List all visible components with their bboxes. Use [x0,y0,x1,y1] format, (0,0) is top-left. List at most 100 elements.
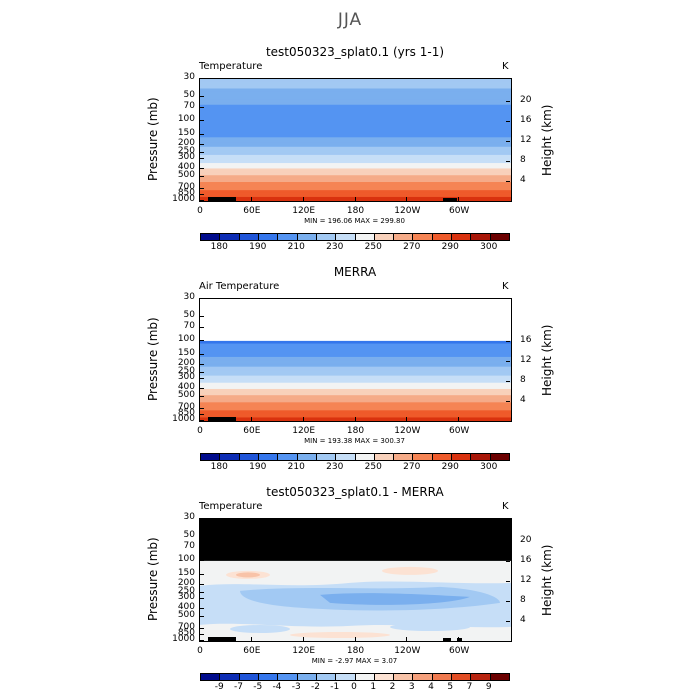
contour-band [200,380,511,383]
pressure-tick-mark [200,298,204,299]
variable-label: Air Temperature [199,281,280,292]
contour-band [200,368,511,370]
longitude-tick-label: 0 [197,426,203,436]
pressure-tick-mark [200,608,204,610]
pressure-tick-mark [200,133,204,135]
plot-area [199,518,512,642]
contour-band [236,572,260,578]
pressure-tick-label: 300 [177,152,195,163]
longitude-tick-mark [250,197,252,201]
contour-band [200,161,511,164]
height-tick-mark [506,380,510,382]
contour-band [200,149,511,152]
contour-band [320,593,470,605]
contour-band [200,154,511,157]
contour-band [200,396,511,399]
contour-band [200,367,511,370]
colorbar-label: 9 [485,682,492,692]
height-tick-mark [506,541,510,543]
contour-band [200,362,511,364]
contour-band [200,192,511,195]
longitude-tick-label: 120W [394,426,421,436]
colorbar-swatch [452,674,472,680]
contour-band [200,142,511,145]
pressure-tick-mark [200,518,204,519]
contour-band [200,157,511,160]
pressure-tick-mark [200,420,204,421]
colorbar-swatch [258,674,279,680]
height-tick-mark [506,120,510,122]
longitude-tick-label: 120E [292,426,316,436]
contour-band [200,108,511,111]
height-tick-mark [506,140,510,142]
plot-area [199,298,512,422]
contour-band [200,402,511,404]
contour-band [200,411,511,413]
longitude-tick-mark [199,637,200,641]
pressure-tick-label: 850 [177,188,195,199]
colorbar-swatch [316,674,337,680]
contour-band [200,388,511,391]
colorbar-swatch [432,454,453,460]
contour-band [200,156,511,159]
height-tick-mark [506,360,510,362]
contour-band [200,404,511,406]
contour-band [200,401,511,403]
colorbar-swatch [201,454,221,460]
colorbar-swatch [394,454,414,460]
colorbar-swatch [355,454,375,460]
contour-band [200,405,511,408]
contour-band [200,99,511,102]
pressure-tick-mark [200,151,204,153]
pressure-tick-mark [200,634,204,636]
colorbar-label: 5 [447,682,454,692]
contour-band [200,131,511,134]
colorbar-swatch [239,234,259,240]
colorbar-label: 1 [370,682,377,692]
longitude-tick-mark [302,197,304,201]
contour-band [200,348,511,350]
height-tick-label: 4 [520,614,526,625]
height-tick-mark [506,101,510,103]
pressure-tick-mark [200,364,204,365]
height-tick-mark [506,600,510,602]
colorbar-swatch [374,454,395,460]
pressure-tick-label: 250 [177,145,195,156]
longitude-tick-mark [250,637,252,641]
plot-area [199,78,512,202]
pressure-tick-mark [200,119,204,121]
colorbar-swatch [278,234,298,240]
contour-band [200,177,511,180]
longitude-tick-label: 60E [243,646,261,656]
contour-band [200,114,511,117]
height-tick-label: 4 [520,174,526,185]
contour-band [200,172,511,175]
contour-band [200,393,511,395]
contour-band [200,168,511,171]
contour-band [200,398,511,401]
pressure-tick-label: 850 [177,628,195,639]
colorbar-label: 270 [403,462,421,472]
panel-title: test050323_splat0.1 (yrs 1-1) [265,45,445,59]
colorbar-swatch [258,234,279,240]
contour-band [200,130,511,133]
contour-band [200,349,511,352]
contour-band [290,632,390,638]
colorbar-swatch [297,234,317,240]
min-max-text: MIN = 196.06 MAX = 299.80 [304,217,405,225]
contour-band [200,165,511,168]
longitude-tick-mark [458,637,460,641]
height-tick-label: 12 [520,574,532,585]
height-tick-label: 16 [520,554,532,565]
contour-band [200,388,511,390]
colorbar-swatch [471,674,491,680]
height-tick-mark [506,620,510,622]
contour-band [200,348,511,351]
contour-band [200,413,511,416]
colorbar-swatch [220,234,240,240]
contour-band [200,171,511,174]
height-tick-label: 4 [520,394,526,405]
colorbar-swatch [239,674,259,680]
pressure-tick-mark [200,315,204,317]
contour-band [200,100,511,103]
